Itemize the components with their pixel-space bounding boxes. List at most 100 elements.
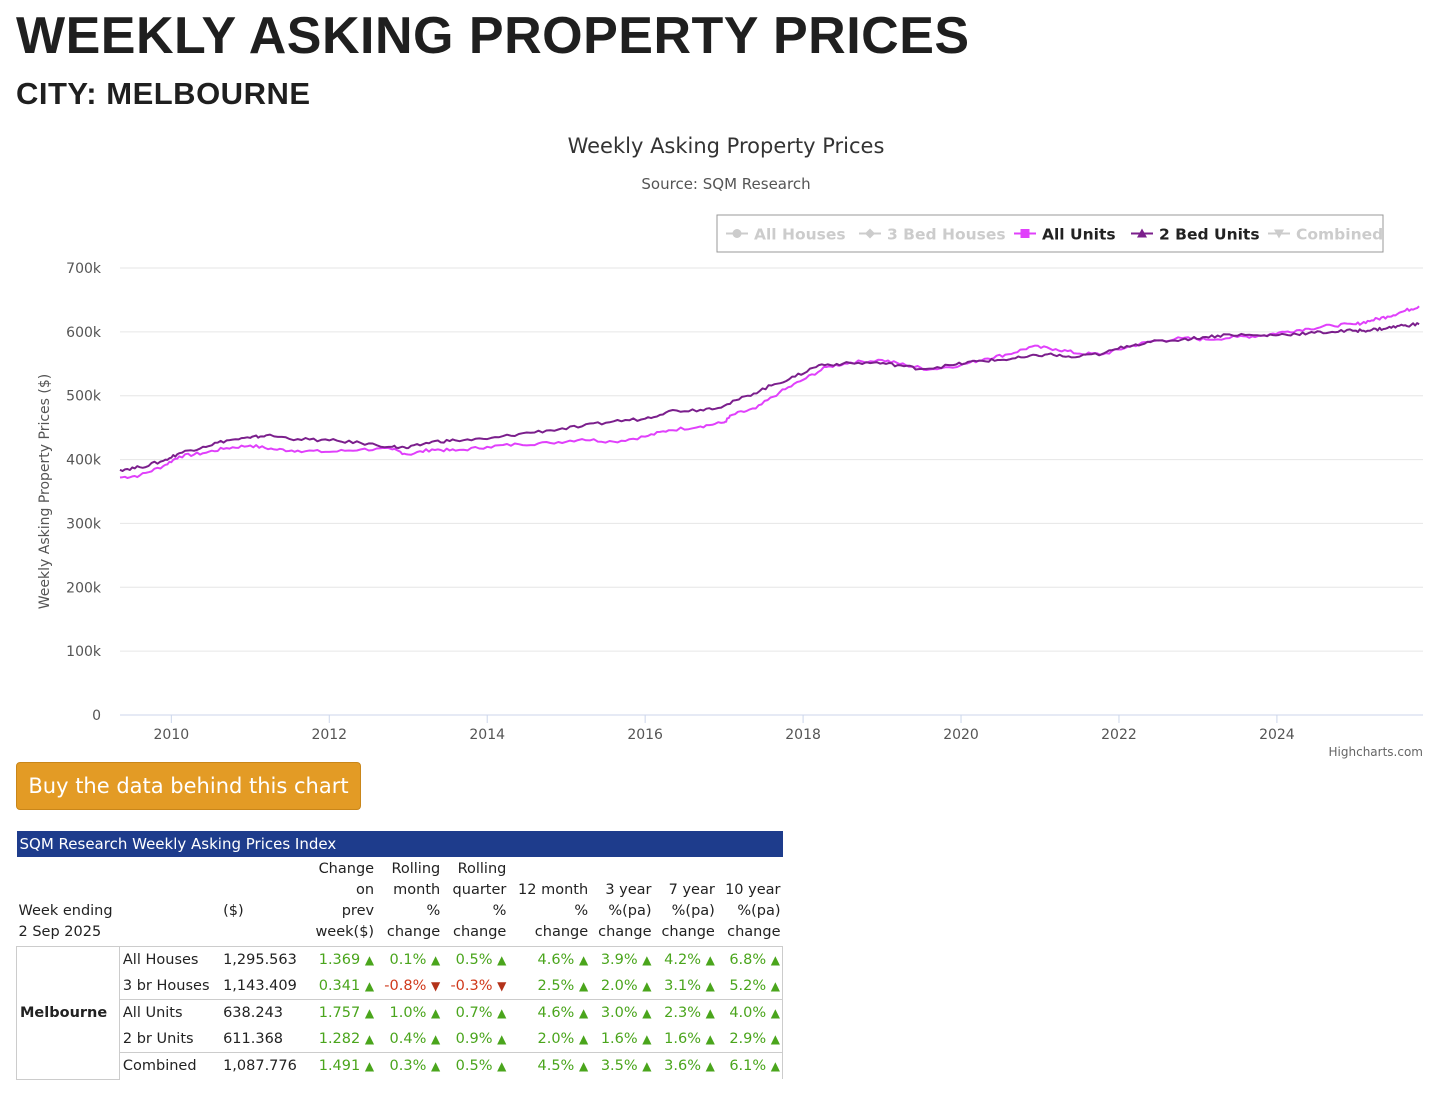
arrow-up-icon: ▲ bbox=[578, 1006, 589, 1020]
arrow-up-icon: ▲ bbox=[705, 979, 715, 993]
change-cell: 1.757 ▲ bbox=[306, 999, 377, 1026]
legend-marker-circle bbox=[732, 229, 742, 238]
header-3-year: 3 year %(pa) change bbox=[590, 857, 654, 947]
change-cell: 2.0% ▲ bbox=[600, 978, 652, 994]
x-tick-label: 2016 bbox=[627, 727, 663, 743]
arrow-up-icon: ▲ bbox=[642, 1059, 652, 1073]
legend-label: All Houses bbox=[754, 226, 846, 244]
arrow-up-icon: ▲ bbox=[770, 953, 780, 967]
header-rolling-month: Rolling month% change bbox=[376, 857, 443, 947]
table-row: Melbourne All Houses 1,295.563 1.369 ▲ 0.1% … bbox=[16, 946, 783, 1080]
x-tick-label: 2020 bbox=[943, 727, 979, 743]
row-value: 611.368 bbox=[223, 1031, 284, 1047]
change-cell: 0.1% ▲ bbox=[389, 952, 441, 968]
x-tick-label: 2014 bbox=[469, 727, 505, 743]
arrow-up-icon: ▲ bbox=[642, 953, 652, 967]
legend-label: 3 Bed Houses bbox=[887, 226, 1006, 244]
change-cell: 4.2% ▲ bbox=[664, 952, 715, 968]
page-title: WEEKLY ASKING PROPERTY PRICES bbox=[16, 7, 970, 65]
arrow-up-icon: ▲ bbox=[642, 1032, 652, 1046]
change-cell: 4.0% ▲ bbox=[716, 999, 783, 1026]
arrow-up-icon: ▲ bbox=[497, 1006, 507, 1020]
arrow-up-icon: ▲ bbox=[705, 1059, 715, 1073]
change-cell: 2.0% ▲ bbox=[537, 1031, 589, 1047]
change-cell: 2.3% ▲ bbox=[653, 999, 717, 1026]
arrow-up-icon: ▲ bbox=[497, 1059, 507, 1073]
table-title: SQM Research Weekly Asking Prices Index bbox=[16, 831, 783, 857]
change-cell: -0.8% ▼ bbox=[384, 978, 441, 994]
y-tick-label: 700k bbox=[66, 261, 102, 277]
arrow-up-icon: ▲ bbox=[770, 1006, 780, 1020]
change-cell: 0.5% ▲ bbox=[442, 1052, 509, 1079]
change-cell: 1.6% ▲ bbox=[664, 1031, 715, 1047]
change-cell: 4.6% ▲ bbox=[508, 999, 591, 1026]
arrow-up-icon: ▲ bbox=[770, 979, 780, 993]
y-axis-label: Weekly Asking Property Prices ($) bbox=[37, 374, 53, 609]
change-cell: 3.9% ▲ bbox=[600, 952, 652, 968]
arrow-up-icon: ▲ bbox=[430, 1059, 441, 1073]
x-tick-label: 2024 bbox=[1259, 727, 1295, 743]
arrow-up-icon: ▲ bbox=[705, 1032, 715, 1046]
series-line-all-units bbox=[119, 305, 1420, 479]
change-cell: 0.7% ▲ bbox=[442, 999, 509, 1026]
row-value: 1,087.776 bbox=[221, 1052, 307, 1079]
change-cell: -0.3% ▼ bbox=[450, 978, 507, 994]
legend-marker-triangle bbox=[1137, 228, 1147, 238]
change-cell: 2.9% ▲ bbox=[716, 1026, 783, 1053]
row-label: 2 br Units bbox=[122, 1031, 194, 1047]
table-row: Combined 1,087.776 1.491 ▲ 0.3% ▲ 0.5% ▲ 4.5%… bbox=[17, 1052, 783, 1079]
row-label: All Houses bbox=[122, 952, 199, 968]
row-value: 1,143.409 bbox=[223, 978, 297, 994]
arrow-up-icon: ▲ bbox=[705, 1006, 715, 1020]
y-tick-label: 400k bbox=[66, 453, 102, 469]
legend-item-all-units[interactable]: All Units bbox=[1014, 226, 1116, 244]
change-cell: 1.282 ▲ bbox=[318, 1031, 375, 1047]
chart-subtitle: Source: SQM Research bbox=[641, 175, 810, 193]
x-tick-label: 2012 bbox=[311, 727, 347, 743]
table-row: All Units 638.243 1.757 ▲ 1.0% ▲ 0.7% ▲ 4.6% … bbox=[17, 999, 783, 1026]
change-cell: 1.491 ▲ bbox=[306, 1052, 377, 1079]
row-value: 1,295.563 bbox=[223, 952, 297, 968]
change-cell: 0.341 ▲ bbox=[318, 978, 375, 994]
arrow-up-icon: ▲ bbox=[578, 953, 589, 967]
arrow-up-icon: ▲ bbox=[770, 1032, 780, 1046]
y-tick-label: 200k bbox=[66, 580, 102, 596]
legend-item-combined[interactable]: Combined bbox=[1268, 226, 1383, 244]
header-10-year: 10 year %(pa) change bbox=[716, 857, 783, 947]
price-chart: Weekly Asking Property Prices Source: SQM… bbox=[37, 134, 1423, 759]
arrow-up-icon: ▲ bbox=[770, 1059, 780, 1073]
row-label: Combined bbox=[119, 1052, 222, 1079]
y-tick-label: 300k bbox=[66, 516, 102, 532]
arrow-up-icon: ▲ bbox=[430, 1032, 441, 1046]
change-cell: 4.6% ▲ bbox=[537, 952, 589, 968]
y-tick-label: 0 bbox=[92, 708, 101, 724]
y-tick-label: 600k bbox=[66, 325, 102, 341]
row-value: 638.243 bbox=[221, 999, 307, 1026]
arrow-up-icon: ▲ bbox=[578, 1059, 589, 1073]
arrow-up-icon: ▲ bbox=[364, 1006, 375, 1020]
arrow-up-icon: ▲ bbox=[430, 953, 441, 967]
header-rolling-quarter: Rolling quarter% change bbox=[442, 857, 509, 947]
chart-credits: Highcharts.com bbox=[1329, 745, 1423, 759]
legend-item-all-houses[interactable]: All Houses bbox=[726, 226, 846, 244]
legend-item-2-bed-units[interactable]: 2 Bed Units bbox=[1131, 226, 1260, 244]
change-cell: 1.369 ▲ bbox=[318, 952, 375, 968]
y-tick-label: 100k bbox=[66, 644, 102, 660]
week-header: Week ending 2 Sep 2025 bbox=[16, 857, 222, 947]
legend-item-3-bed-houses[interactable]: 3 Bed Houses bbox=[859, 226, 1006, 244]
buy-data-button[interactable]: Buy the data behind this chart bbox=[16, 762, 361, 810]
city-title: CITY: MELBOURNE bbox=[16, 76, 311, 111]
legend-marker-square bbox=[1020, 229, 1030, 238]
change-cell: 0.9% ▲ bbox=[455, 1031, 507, 1047]
arrow-down-icon: ▼ bbox=[430, 979, 441, 993]
change-cell: 1.0% ▲ bbox=[376, 999, 443, 1026]
header-change-prev: Change on prev week($) bbox=[306, 857, 377, 947]
index-table: SQM Research Weekly Asking Prices Index … bbox=[16, 831, 783, 1080]
arrow-up-icon: ▲ bbox=[578, 1032, 589, 1046]
arrow-up-icon: ▲ bbox=[364, 953, 375, 967]
legend-marker-diamond bbox=[865, 228, 875, 239]
arrow-down-icon: ▼ bbox=[497, 979, 507, 993]
x-tick-label: 2010 bbox=[154, 727, 190, 743]
arrow-up-icon: ▲ bbox=[430, 1006, 441, 1020]
legend-marker-triangle-down bbox=[1274, 229, 1284, 239]
